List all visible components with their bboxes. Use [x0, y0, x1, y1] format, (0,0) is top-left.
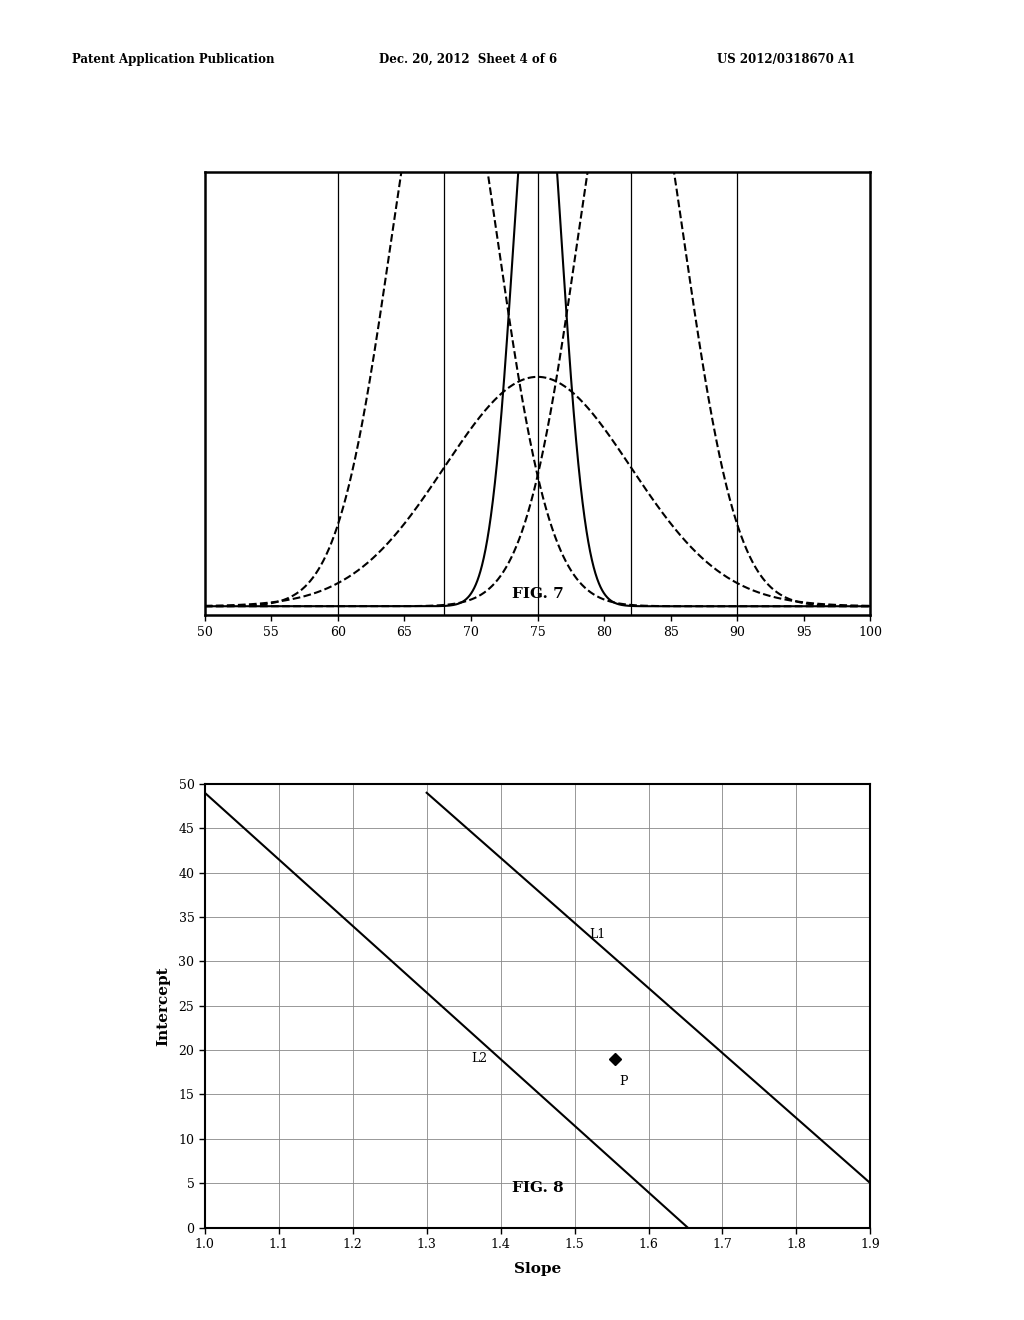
- Text: US 2012/0318670 A1: US 2012/0318670 A1: [717, 53, 855, 66]
- Text: Patent Application Publication: Patent Application Publication: [72, 53, 274, 66]
- Text: Dec. 20, 2012  Sheet 4 of 6: Dec. 20, 2012 Sheet 4 of 6: [379, 53, 557, 66]
- Text: FIG. 7: FIG. 7: [512, 587, 563, 602]
- X-axis label: Slope: Slope: [514, 1262, 561, 1276]
- Y-axis label: Intercept: Intercept: [156, 966, 170, 1045]
- Text: L2: L2: [471, 1052, 487, 1065]
- Text: FIG. 8: FIG. 8: [512, 1180, 563, 1195]
- Text: P: P: [618, 1074, 628, 1088]
- Text: L1: L1: [590, 928, 605, 941]
